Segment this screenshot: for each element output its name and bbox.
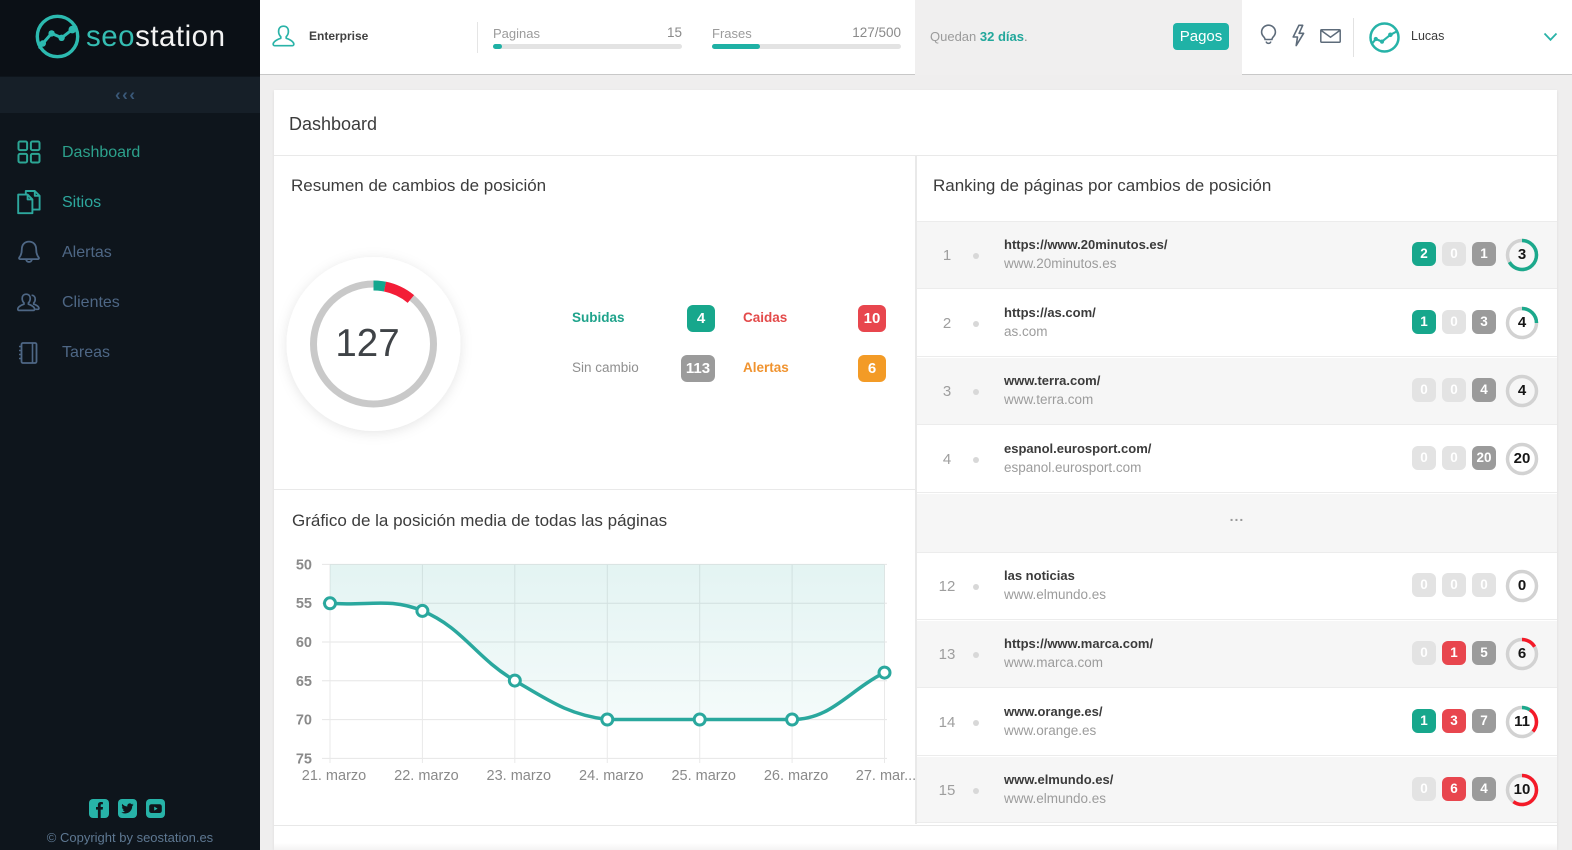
svg-text:75: 75: [296, 751, 312, 767]
svg-text:23. marzo: 23. marzo: [487, 768, 551, 784]
svg-text:60: 60: [296, 635, 312, 651]
svg-text:26. marzo: 26. marzo: [764, 768, 828, 784]
svg-text:65: 65: [296, 674, 312, 690]
svg-text:27. mar...: 27. mar...: [856, 768, 916, 784]
svg-text:24. marzo: 24. marzo: [579, 768, 643, 784]
svg-text:70: 70: [296, 713, 312, 729]
svg-text:22. marzo: 22. marzo: [394, 768, 458, 784]
svg-text:50: 50: [296, 557, 312, 573]
svg-text:55: 55: [296, 596, 312, 612]
svg-text:25. marzo: 25. marzo: [671, 768, 735, 784]
svg-text:21. marzo: 21. marzo: [302, 768, 366, 784]
